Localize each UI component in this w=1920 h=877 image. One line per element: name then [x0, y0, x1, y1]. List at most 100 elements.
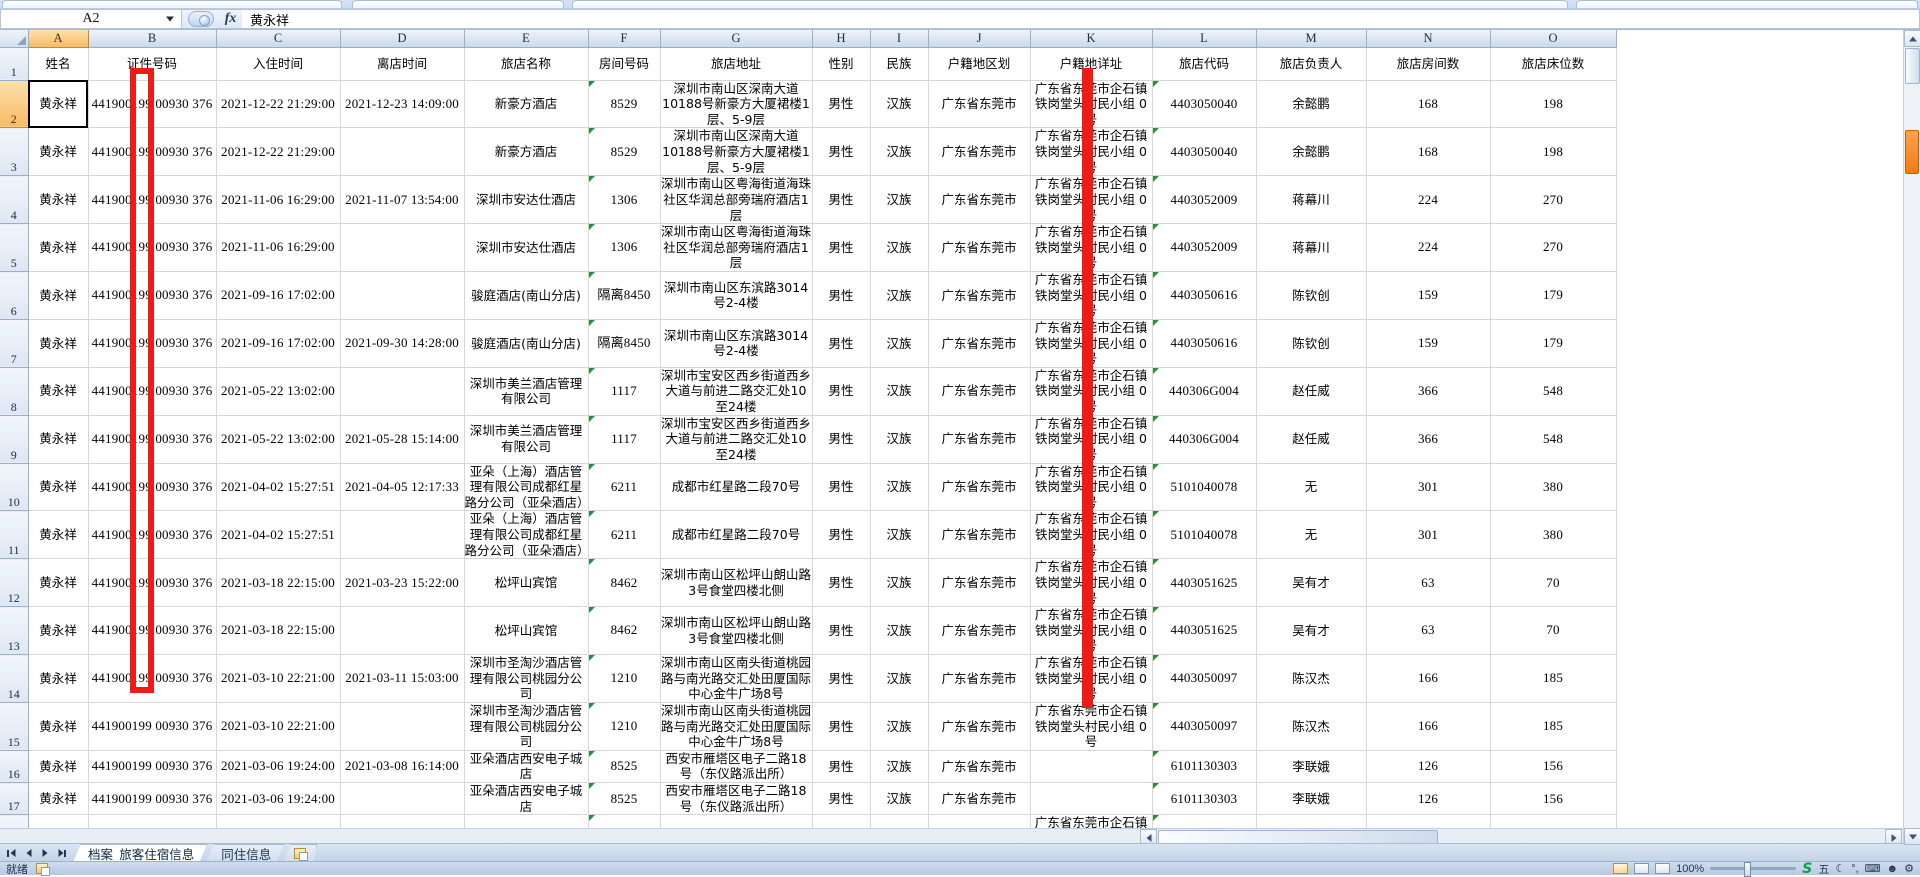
cell-L6[interactable]: 4403050616: [1152, 272, 1256, 320]
cell-D13[interactable]: [340, 607, 464, 655]
cell-D10[interactable]: 2021-04-05 12:17:33: [340, 463, 464, 511]
cell-D16[interactable]: 2021-03-08 16:14:00: [340, 750, 464, 782]
cell-A17[interactable]: 黄永祥: [28, 783, 88, 815]
column-header-L[interactable]: L: [1152, 30, 1256, 47]
cell-O13[interactable]: 70: [1490, 607, 1616, 655]
cell-B12[interactable]: 441900199 00930 376: [88, 559, 216, 607]
column-title-B[interactable]: 证件号码: [88, 47, 216, 80]
cell-G2[interactable]: 深圳市南山区深南大道10188号新豪方大厦裙楼1层、5-9层: [660, 80, 812, 128]
cell-J7[interactable]: 广东省东莞市: [928, 319, 1030, 367]
cell-A16[interactable]: 黄永祥: [28, 750, 88, 782]
cell-D5[interactable]: [340, 224, 464, 272]
cell-E13[interactable]: 松坪山宾馆: [464, 607, 588, 655]
row-header-3[interactable]: 3: [0, 128, 28, 176]
cell-D7[interactable]: 2021-09-30 14:28:00: [340, 319, 464, 367]
cell-N7[interactable]: 159: [1366, 319, 1490, 367]
cell-H6[interactable]: 男性: [812, 272, 870, 320]
cell-O15[interactable]: 185: [1490, 702, 1616, 750]
cell-B7[interactable]: 441900199 00930 376: [88, 319, 216, 367]
cell-A15[interactable]: 黄永祥: [28, 702, 88, 750]
cell-F2[interactable]: 8529: [588, 80, 660, 128]
column-header-H[interactable]: H: [812, 30, 870, 47]
normal-view-button[interactable]: [1613, 863, 1628, 874]
cell-I9[interactable]: 汉族: [870, 415, 928, 463]
cell-J2[interactable]: 广东省东莞市: [928, 80, 1030, 128]
next-sheet-button[interactable]: [38, 847, 51, 860]
row-header-9[interactable]: 9: [0, 415, 28, 463]
cell-L16[interactable]: 6101130303: [1152, 750, 1256, 782]
cell-G14[interactable]: 深圳市南山区南头街道桃园路与南光路交汇处田厦国际中心金牛广场8号: [660, 655, 812, 703]
cell-C17[interactable]: 2021-03-06 19:24:00: [216, 783, 340, 815]
cell-H2[interactable]: 男性: [812, 80, 870, 128]
cell-M15[interactable]: 陈汉杰: [1256, 702, 1366, 750]
cell-N8[interactable]: 366: [1366, 367, 1490, 415]
cell-H12[interactable]: 男性: [812, 559, 870, 607]
cell-C11[interactable]: 2021-04-02 15:27:51: [216, 511, 340, 559]
cell-O14[interactable]: 185: [1490, 655, 1616, 703]
cell-A3[interactable]: 黄永祥: [28, 128, 88, 176]
cell-I16[interactable]: 汉族: [870, 750, 928, 782]
row-header-15[interactable]: 15: [0, 702, 28, 750]
cell-K12[interactable]: 广东省东莞市企石镇铁岗堂头村民小组 0号: [1030, 559, 1152, 607]
cell-I6[interactable]: 汉族: [870, 272, 928, 320]
column-title-K[interactable]: 户籍地详址: [1030, 47, 1152, 80]
cell-O2[interactable]: 198: [1490, 80, 1616, 128]
cell-F15[interactable]: 1210: [588, 702, 660, 750]
cell-H13[interactable]: 男性: [812, 607, 870, 655]
row-header-1[interactable]: 1: [0, 47, 28, 80]
cell-E5[interactable]: 深圳市安达仕酒店: [464, 224, 588, 272]
column-title-A[interactable]: 姓名: [28, 47, 88, 80]
cell-K7[interactable]: 广东省东莞市企石镇铁岗堂头村民小组 0号: [1030, 319, 1152, 367]
column-header-N[interactable]: N: [1366, 30, 1490, 47]
cell-A14[interactable]: 黄永祥: [28, 655, 88, 703]
cell-K16[interactable]: [1030, 750, 1152, 782]
row-header-14[interactable]: 14: [0, 655, 28, 703]
column-header-M[interactable]: M: [1256, 30, 1366, 47]
cell-N15[interactable]: 166: [1366, 702, 1490, 750]
cell-I8[interactable]: 汉族: [870, 367, 928, 415]
select-all-corner[interactable]: [0, 30, 28, 47]
cell-K15[interactable]: 广东省东莞市企石镇铁岗堂头村民小组 0号: [1030, 702, 1152, 750]
cell-M16[interactable]: 李联娥: [1256, 750, 1366, 782]
column-title-N[interactable]: 旅店房间数: [1366, 47, 1490, 80]
column-title-M[interactable]: 旅店负责人: [1256, 47, 1366, 80]
cell-A6[interactable]: 黄永祥: [28, 272, 88, 320]
cell-C3[interactable]: 2021-12-22 21:29:00: [216, 128, 340, 176]
cell-E7[interactable]: 骏庭酒店(南山分店): [464, 319, 588, 367]
cell-F10[interactable]: 6211: [588, 463, 660, 511]
row-header-5[interactable]: 5: [0, 224, 28, 272]
column-header-D[interactable]: D: [340, 30, 464, 47]
column-header-G[interactable]: G: [660, 30, 812, 47]
cell-G6[interactable]: 深圳市南山区东滨路3014号2-4楼: [660, 272, 812, 320]
cell-B17[interactable]: 441900199 00930 376: [88, 783, 216, 815]
cell-O17[interactable]: 156: [1490, 783, 1616, 815]
cell-C13[interactable]: 2021-03-18 22:15:00: [216, 607, 340, 655]
cell-E14[interactable]: 深圳市圣淘沙酒店管理有限公司桃园分公司: [464, 655, 588, 703]
cell-I11[interactable]: 汉族: [870, 511, 928, 559]
cell-F4[interactable]: 1306: [588, 176, 660, 224]
cell-A7[interactable]: 黄永祥: [28, 319, 88, 367]
row-header-7[interactable]: 7: [0, 319, 28, 367]
cell-L11[interactable]: 5101040078: [1152, 511, 1256, 559]
cell-M7[interactable]: 陈钦创: [1256, 319, 1366, 367]
cell-O3[interactable]: 198: [1490, 128, 1616, 176]
cell-C12[interactable]: 2021-03-18 22:15:00: [216, 559, 340, 607]
cell-O8[interactable]: 548: [1490, 367, 1616, 415]
cell-N17[interactable]: 126: [1366, 783, 1490, 815]
cell-G3[interactable]: 深圳市南山区深南大道10188号新豪方大厦裙楼1层、5-9层: [660, 128, 812, 176]
sogou-ime-icon[interactable]: S: [1802, 861, 1812, 877]
cell-F7[interactable]: 隔离8450: [588, 319, 660, 367]
cell-C10[interactable]: 2021-04-02 15:27:51: [216, 463, 340, 511]
cell-N11[interactable]: 301: [1366, 511, 1490, 559]
cell-L2[interactable]: 4403050040: [1152, 80, 1256, 128]
column-header-J[interactable]: J: [928, 30, 1030, 47]
cell-G15[interactable]: 深圳市南山区南头街道桃园路与南光路交汇处田厦国际中心金牛广场8号: [660, 702, 812, 750]
cell-F8[interactable]: 1117: [588, 367, 660, 415]
cell-A12[interactable]: 黄永祥: [28, 559, 88, 607]
cell-M3[interactable]: 余懿鹏: [1256, 128, 1366, 176]
cell-B3[interactable]: 441900199 00930 376: [88, 128, 216, 176]
cell-N12[interactable]: 63: [1366, 559, 1490, 607]
ime-mode-label[interactable]: 五: [1818, 861, 1829, 877]
cell-O7[interactable]: 179: [1490, 319, 1616, 367]
